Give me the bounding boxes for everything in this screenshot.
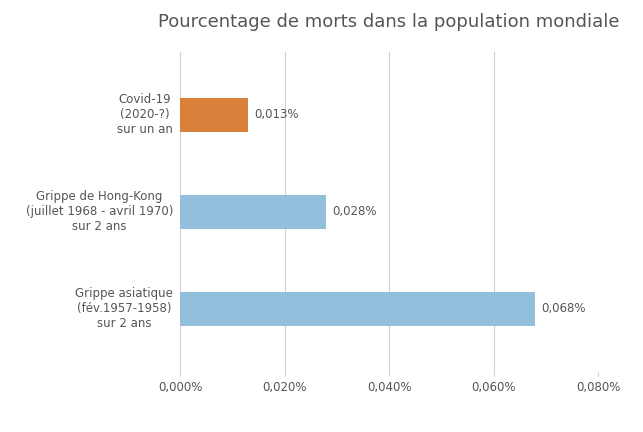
Bar — [180, 195, 326, 229]
Text: 0,028%: 0,028% — [332, 205, 377, 218]
Text: 0,013%: 0,013% — [254, 108, 299, 121]
Bar — [180, 292, 536, 325]
Text: 0,068%: 0,068% — [541, 302, 586, 315]
Title: Pourcentage de morts dans la population mondiale: Pourcentage de morts dans la population … — [158, 13, 620, 31]
Bar — [180, 98, 248, 132]
